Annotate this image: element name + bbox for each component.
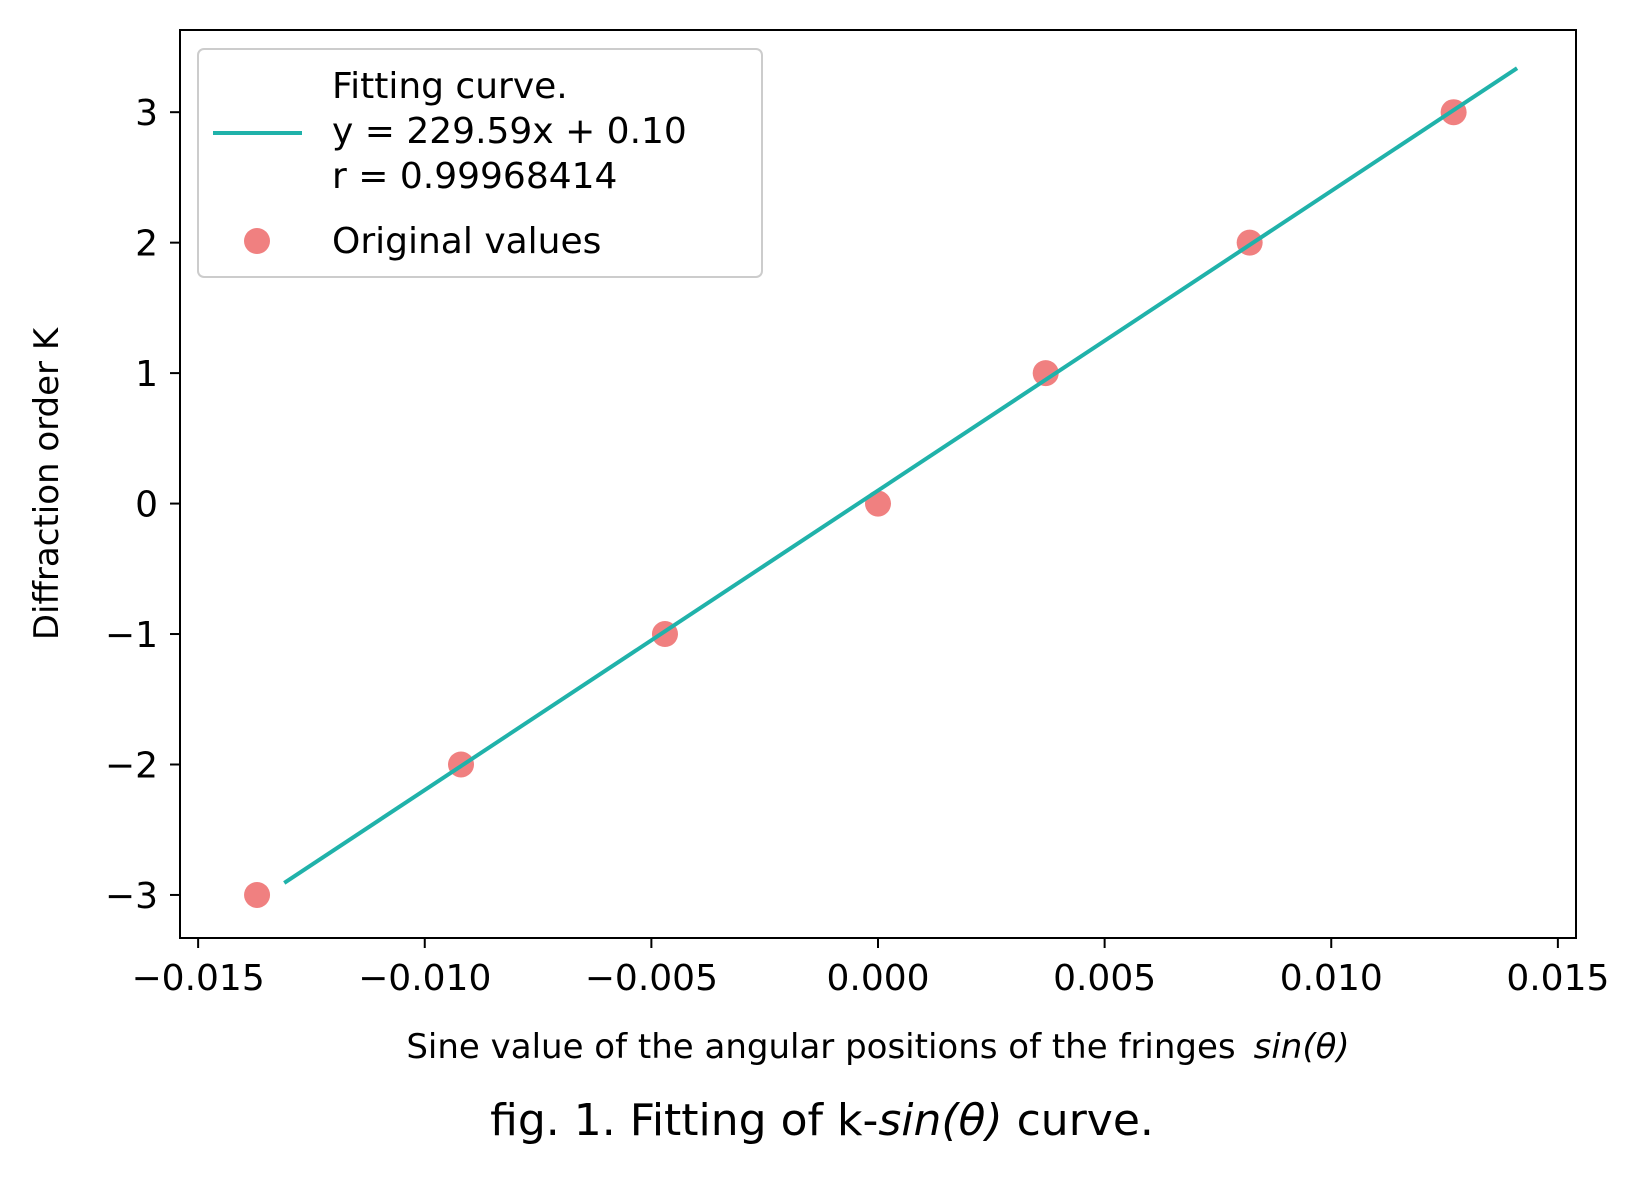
x-tick-label: −0.015 <box>132 958 265 999</box>
legend-box <box>197 48 763 278</box>
data-point <box>244 881 271 908</box>
legend-fit-equation: y = 229.59x + 0.10 <box>332 111 687 152</box>
caption-suffix: curve. <box>1002 1095 1154 1146</box>
x-axis-ticks: −0.015 −0.010 −0.005 0.000 0.005 0.010 0.015 <box>132 938 1609 999</box>
x-tick-label: −0.005 <box>585 958 718 999</box>
x-axis-label-text: Sine value of the angular positions of t… <box>406 1027 1235 1067</box>
y-axis-ticks: −3 −2 −1 0 1 2 3 <box>105 93 180 917</box>
fit-line <box>283 66 1519 885</box>
legend: Fitting curve. y = 229.59x + 0.10 r = 0.… <box>197 48 763 278</box>
plot-frame <box>179 29 1577 939</box>
y-tick-label: 0 <box>135 485 158 526</box>
x-axis-label-math: sin(θ) <box>1254 1027 1350 1067</box>
x-tick-label: 0.015 <box>1506 958 1609 999</box>
y-tick-label: −3 <box>105 876 158 917</box>
y-tick-label: −1 <box>105 615 158 656</box>
x-tick-label: 0.005 <box>1053 958 1156 999</box>
legend-marker-swatch <box>244 228 270 254</box>
legend-points-name: Original values <box>332 221 601 262</box>
x-tick-label: 0.000 <box>826 958 929 999</box>
y-tick-label: 3 <box>135 93 158 134</box>
caption-math: sin(θ) <box>878 1095 1003 1146</box>
y-tick-label: −2 <box>105 745 158 786</box>
figure-caption: fig. 1. Fitting of k-sin(θ) curve. <box>0 1095 1644 1146</box>
y-tick-label: 1 <box>135 354 158 395</box>
x-tick-label: −0.010 <box>358 958 491 999</box>
legend-fit-name: Fitting curve. <box>332 66 568 107</box>
y-axis-label: Diffraction order K <box>27 326 67 640</box>
legend-fit-r: r = 0.99968414 <box>332 156 617 197</box>
data-point <box>1032 360 1059 387</box>
x-axis-label: Sine value of the angular positions of t… <box>406 1027 1349 1067</box>
caption-prefix: fig. 1. Fitting of k- <box>490 1095 879 1146</box>
x-tick-label: 0.010 <box>1280 958 1383 999</box>
y-tick-label: 2 <box>135 224 158 265</box>
series-layer <box>244 66 1519 908</box>
